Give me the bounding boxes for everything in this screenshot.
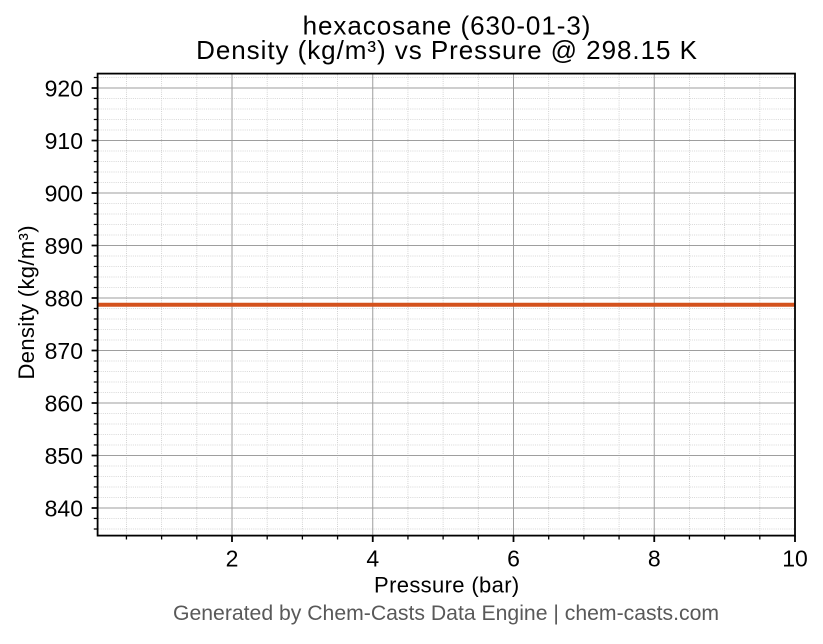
svg-text:2: 2: [226, 546, 239, 572]
svg-text:Density (kg/m³) vs Pressure @: Density (kg/m³) vs Pressure @ 298.15 K: [196, 35, 698, 65]
svg-text:Density (kg/m³): Density (kg/m³): [14, 225, 39, 379]
svg-text:6: 6: [507, 546, 520, 572]
svg-text:860: 860: [45, 390, 83, 416]
svg-text:hexacosane (630-01-3): hexacosane (630-01-3): [303, 11, 592, 41]
svg-text:Generated by Chem-Casts Data E: Generated by Chem-Casts Data Engine | ch…: [173, 602, 719, 625]
svg-text:880: 880: [45, 285, 83, 311]
svg-text:920: 920: [45, 75, 83, 101]
svg-text:8: 8: [648, 546, 661, 572]
svg-text:900: 900: [45, 180, 83, 206]
svg-text:890: 890: [45, 233, 83, 259]
svg-text:870: 870: [45, 338, 83, 364]
svg-text:10: 10: [782, 546, 808, 572]
svg-text:Pressure (bar): Pressure (bar): [374, 573, 520, 598]
svg-text:850: 850: [45, 443, 83, 469]
svg-text:4: 4: [366, 546, 379, 572]
svg-text:840: 840: [45, 495, 83, 521]
svg-text:910: 910: [45, 128, 83, 154]
